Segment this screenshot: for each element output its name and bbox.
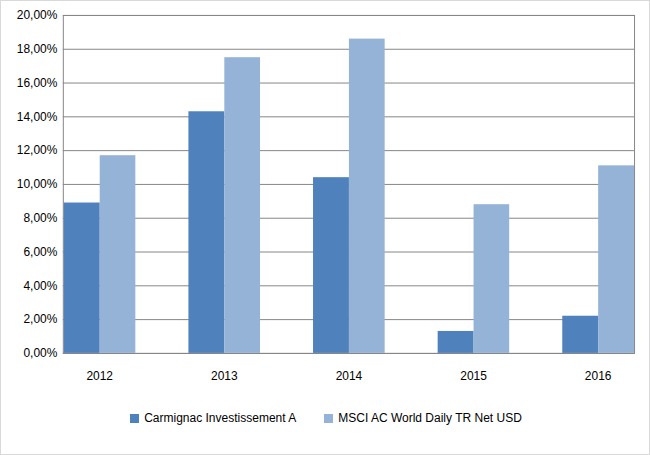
svg-text:2014: 2014 — [336, 369, 363, 383]
html-text:MSCI AC World Daily TR Net USD: MSCI AC World Daily TR Net USD — [338, 411, 522, 425]
svg-text:2012: 2012 — [86, 369, 113, 383]
svg-text:14,00%: 14,00% — [17, 110, 58, 124]
svg-text:2016: 2016 — [585, 369, 612, 383]
svg-text:20,00%: 20,00% — [17, 8, 58, 22]
svg-text:2015: 2015 — [460, 369, 487, 383]
svg-text:2013: 2013 — [211, 369, 238, 383]
svg-text:12,00%: 12,00% — [17, 143, 58, 157]
svg-text:0,00%: 0,00% — [23, 346, 57, 360]
svg-text:18,00%: 18,00% — [17, 42, 58, 56]
svg-text:10,00%: 10,00% — [17, 177, 58, 191]
svg-text:4,00%: 4,00% — [23, 279, 57, 293]
html-text:Carmignac Investissement A: Carmignac Investissement A — [144, 411, 297, 425]
svg-text:16,00%: 16,00% — [17, 76, 58, 90]
svg-text:8,00%: 8,00% — [23, 211, 57, 225]
svg-text:6,00%: 6,00% — [23, 245, 57, 259]
svg-text:2,00%: 2,00% — [23, 312, 57, 326]
